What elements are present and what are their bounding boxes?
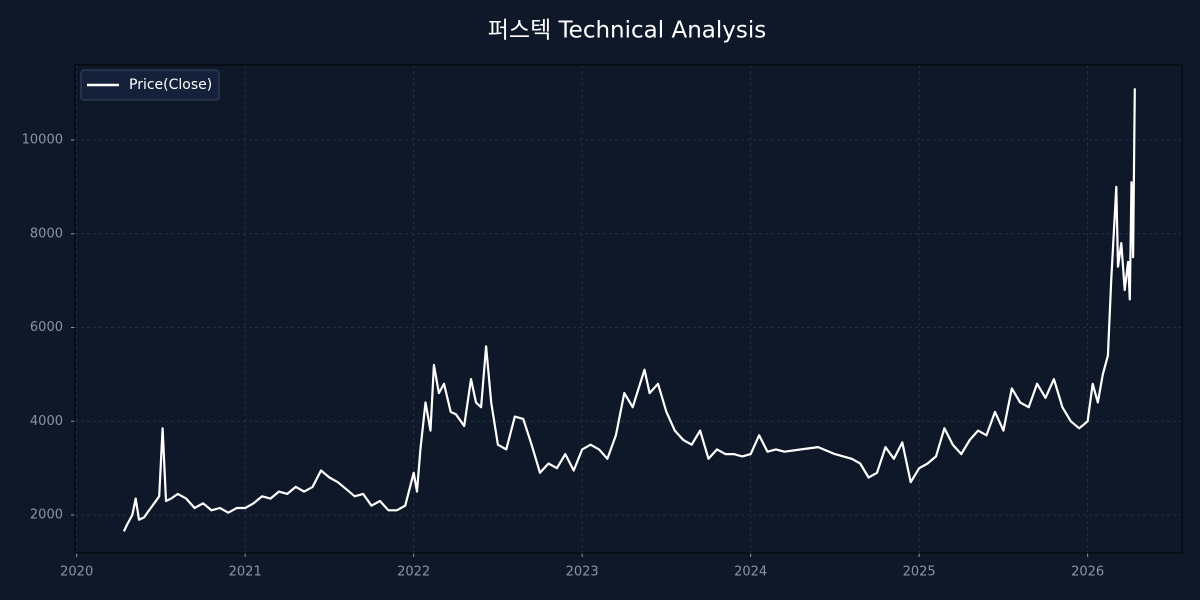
- x-tick-label: 2025: [903, 565, 936, 580]
- chart-title: 퍼스텍 Technical Analysis: [488, 18, 766, 44]
- y-tick-label: 2000: [30, 508, 63, 523]
- legend: Price(Close): [80, 69, 220, 101]
- x-tick-label: 2023: [566, 565, 599, 580]
- legend-box: [80, 69, 220, 101]
- legend-label: Price(Close): [129, 77, 212, 93]
- x-tick-label: 2022: [397, 565, 430, 580]
- plot-frame: [74, 64, 1183, 554]
- x-tick-label: 2024: [734, 565, 767, 580]
- y-tick-label: 10000: [22, 133, 63, 148]
- y-tick-label: 8000: [30, 226, 63, 241]
- x-tick-label: 2021: [229, 565, 262, 580]
- price-line: [122, 88, 1136, 532]
- x-tick-label: 2020: [60, 565, 93, 580]
- y-tick-label: 4000: [30, 414, 63, 429]
- y-tick-label: 6000: [30, 320, 63, 335]
- x-tick-label: 2026: [1071, 565, 1104, 580]
